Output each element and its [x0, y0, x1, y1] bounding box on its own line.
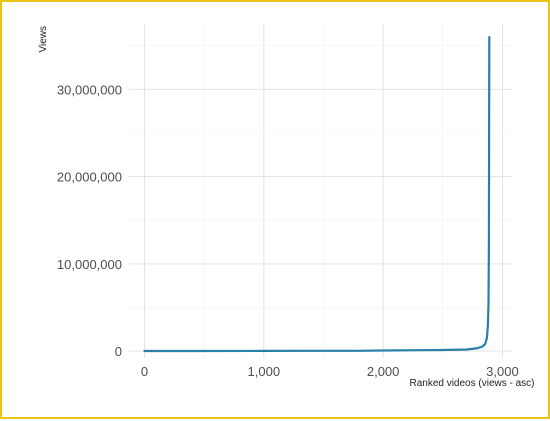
x-axis-label: Ranked videos (views - asc): [409, 378, 534, 389]
series-line: [143, 36, 491, 353]
x-tick-label: 2,000: [367, 364, 400, 379]
y-axis-label: Views: [38, 26, 49, 53]
tick-label-layer: 0 1,000 2,000 3,000 0 10,000,000 20,000,000 30,…: [57, 82, 519, 379]
x-tick-label: 0: [141, 364, 148, 379]
y-tick-label: 20,000,000: [57, 170, 122, 185]
y-tick-label: 30,000,000: [57, 82, 122, 97]
y-tick-label: 0: [115, 344, 122, 359]
series-layer: [143, 36, 491, 353]
grid-layer: [129, 24, 512, 358]
x-tick-label: 1,000: [248, 364, 281, 379]
y-tick-label: 10,000,000: [57, 257, 122, 272]
x-tick-label: 3,000: [486, 364, 519, 379]
